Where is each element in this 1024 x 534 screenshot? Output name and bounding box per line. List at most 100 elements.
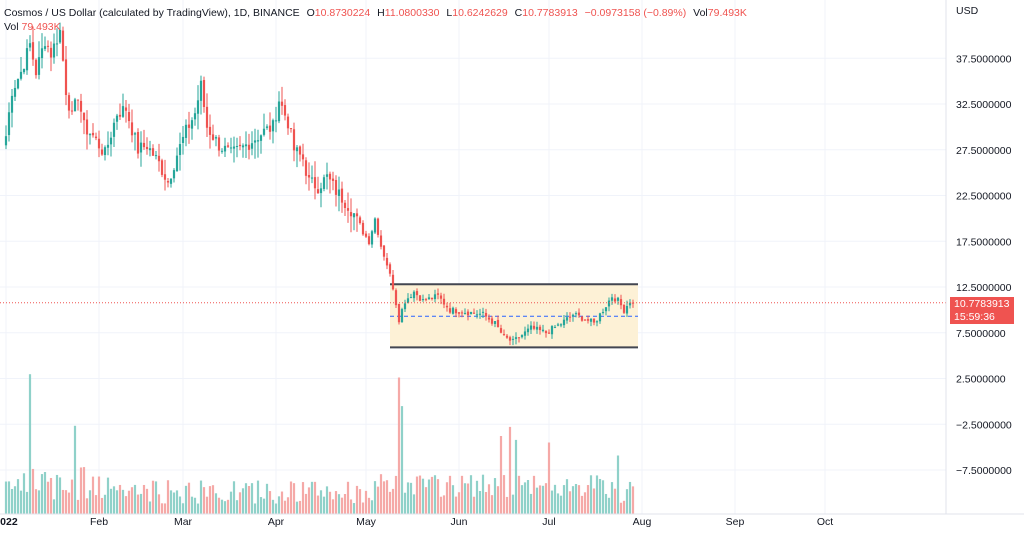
price-axis[interactable]: 37.5000000 32.5000000 27.5000000 22.5000000… (945, 0, 1012, 514)
candle-body (88, 134, 92, 136)
candle-body (247, 144, 251, 150)
volume-bar (340, 497, 344, 514)
candle-body (580, 316, 584, 321)
volume-bar (316, 495, 320, 514)
volume-bar (97, 476, 101, 514)
volume-bar (487, 484, 491, 514)
volume-bar (430, 476, 434, 514)
candle-body (439, 295, 443, 299)
candle-body (70, 110, 74, 112)
volume-bar (586, 485, 590, 514)
volume-bar (376, 486, 380, 514)
volume-bar (595, 475, 599, 514)
high-label: H (377, 7, 385, 19)
volume-bar (247, 486, 251, 514)
candle-body (292, 129, 296, 151)
candle-body (469, 311, 473, 315)
candle-body (211, 134, 215, 140)
candle-body (376, 218, 380, 235)
y-tick-label: −7.5000000 (956, 465, 1012, 477)
volume-bar (613, 488, 617, 514)
candle-body (367, 236, 371, 245)
candle-body (196, 100, 200, 114)
candle-body (463, 312, 467, 314)
volume-bar (79, 467, 83, 514)
volume-bar (280, 491, 284, 514)
candle-body (484, 312, 488, 317)
candle-body (97, 138, 101, 149)
volume-legend[interactable]: Vol 79.493K (4, 21, 61, 33)
time-axis[interactable]: 2022 Feb Mar Apr May Jun Jul Aug Sep Oct (0, 513, 1024, 528)
candle-body (304, 160, 308, 176)
candle-body (136, 132, 140, 154)
volume-bar (628, 481, 632, 514)
low-value: 10.6242629 (452, 7, 508, 19)
candle-body (151, 148, 155, 156)
volume-bar (190, 496, 194, 514)
candle-body (520, 335, 524, 338)
candle-body (352, 213, 356, 218)
candle-body (394, 290, 398, 306)
candle-body (73, 99, 77, 112)
candle-body (361, 222, 365, 235)
volume-bar (349, 499, 353, 514)
candle-body (43, 46, 47, 49)
volume-bar (208, 486, 212, 514)
volume-bar (403, 492, 407, 514)
candle-body (244, 144, 248, 147)
candle-body (544, 331, 548, 334)
candle-body (268, 125, 272, 132)
candle-body (508, 337, 512, 341)
candle-body (400, 309, 404, 323)
volume-bar (313, 481, 317, 514)
candle-body (139, 142, 143, 153)
volume-bar (274, 503, 278, 514)
volume-bar (502, 475, 506, 514)
volume-bar (352, 503, 356, 514)
volume-bar (325, 486, 329, 514)
candle-body (472, 312, 476, 314)
candle-body (235, 145, 239, 147)
volume-bar (577, 485, 581, 514)
candle-body (301, 154, 305, 160)
channel-drawing[interactable] (390, 283, 638, 349)
volume-bar (7, 481, 11, 514)
volume-bar (289, 481, 293, 514)
candle-body (217, 137, 221, 151)
volume-bar (109, 488, 113, 514)
candle-body (421, 299, 425, 301)
volume-bar (373, 481, 377, 514)
candle-body (175, 155, 179, 172)
volume-bar (601, 480, 605, 514)
candle-body (250, 143, 254, 149)
symbol-title[interactable]: Cosmos / US Dollar (calculated by Tradin… (4, 7, 300, 19)
volume-bar (619, 502, 623, 514)
volume-bar (361, 502, 365, 514)
volume-bar (229, 491, 233, 514)
volume-bar (193, 497, 197, 514)
volume-bar (16, 479, 20, 514)
x-tick-label: Oct (817, 516, 833, 528)
volume-bar (160, 503, 164, 514)
volume-bar (367, 497, 371, 514)
candle-body (499, 328, 503, 333)
candle-body (289, 128, 293, 130)
candle-body (124, 107, 128, 111)
candle-body (82, 112, 86, 121)
currency-label: USD (956, 5, 979, 17)
candle-body (577, 312, 581, 316)
candle-body (67, 95, 71, 111)
volume-bar (259, 497, 263, 514)
volume-bar (508, 426, 512, 514)
volume-bar (454, 496, 458, 514)
volume-bar (583, 492, 587, 514)
high-value: 11.0800330 (384, 7, 440, 19)
candle-body (391, 274, 395, 290)
volume-bar (283, 500, 287, 514)
volume-bar (118, 484, 122, 514)
volume-bar (490, 495, 494, 514)
volume-bar (112, 486, 116, 514)
volume-row-value: 79.493K (21, 21, 61, 33)
